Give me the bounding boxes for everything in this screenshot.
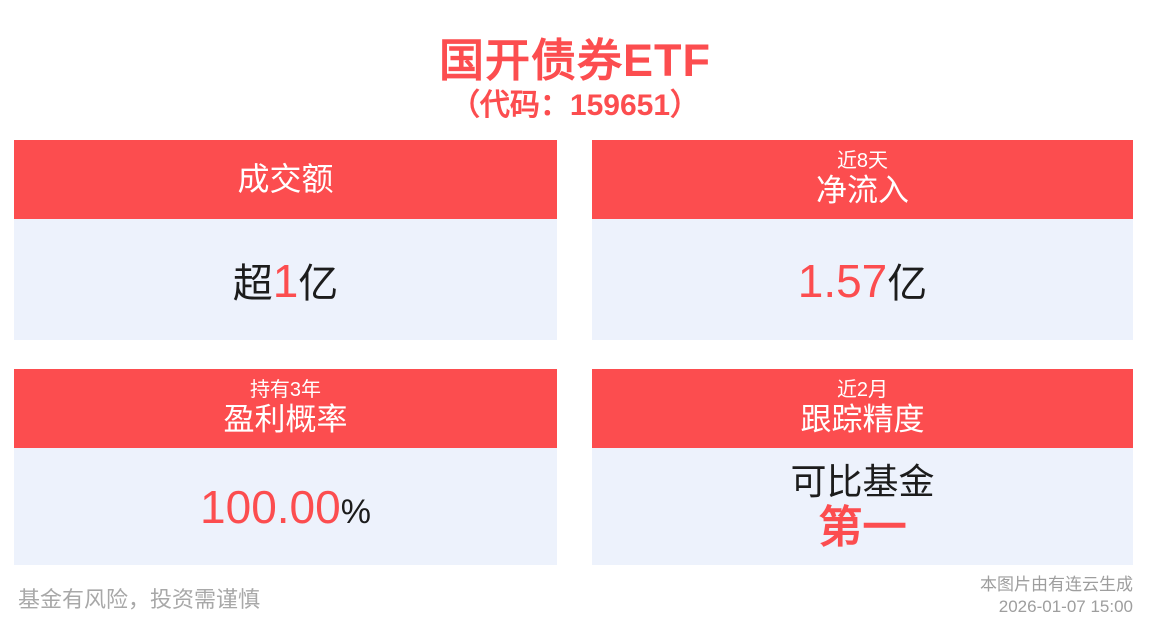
net-inflow-value-unit: 亿 [887,261,928,306]
risk-disclaimer: 基金有风险，投资需谨慎 [18,587,261,612]
card-net-inflow-value: 1.57 亿 [798,251,928,309]
tracking-accuracy-title: 跟踪精度 [800,402,925,438]
stat-cards-grid: 成交额 超 1 亿 近8天 净流入 1.57 亿 持有3年 盈利概率 [14,140,1133,565]
card-tracking-accuracy-header: 近2月 跟踪精度 [592,369,1133,448]
card-turnover-title: 成交额 [237,161,334,198]
tracking-accuracy-value-line2: 第一 [818,502,907,552]
card-net-inflow-header: 近8天 净流入 [592,140,1133,219]
profit-probability-title: 盈利概率 [223,402,348,438]
card-tracking-accuracy-body: 可比基金 第一 [592,448,1133,565]
card-profit-probability-value: 100.00 % [200,480,371,534]
card-turnover: 成交额 超 1 亿 [14,140,557,340]
net-inflow-period-label: 近8天 [836,150,889,173]
turnover-value-number: 1 [272,254,299,307]
card-net-inflow: 近8天 净流入 1.57 亿 [592,140,1133,340]
tracking-accuracy-value-line1: 可比基金 [790,460,935,502]
tracking-accuracy-period-label: 近2月 [836,379,889,402]
card-profit-probability-body: 100.00 % [14,448,557,565]
image-credit: 本图片由有连云生成 2026-01-07 15:00 [980,574,1133,618]
card-turnover-body: 超 1 亿 [14,219,557,340]
profit-probability-value-number: 100.00 [200,480,341,533]
credit-source-line: 本图片由有连云生成 [980,574,1133,594]
card-profit-probability: 持有3年 盈利概率 100.00 % [14,369,557,565]
net-inflow-title: 净流入 [816,173,909,209]
net-inflow-value-number: 1.57 [797,254,888,307]
fund-code-subtitle: （代码：159651） [449,89,701,122]
profit-probability-value-unit: % [340,492,371,531]
card-turnover-value: 超 1 亿 [233,251,339,309]
card-profit-probability-header: 持有3年 盈利概率 [14,369,557,448]
profit-probability-period-label: 持有3年 [249,379,322,402]
page-title: 国开债券ETF [439,35,711,86]
turnover-value-prefix: 超 [232,261,273,306]
credit-timestamp: 2026-01-07 15:00 [998,596,1133,616]
card-turnover-header: 成交额 [14,140,557,219]
turnover-value-unit: 亿 [298,261,339,306]
card-tracking-accuracy: 近2月 跟踪精度 可比基金 第一 [592,369,1133,565]
card-net-inflow-body: 1.57 亿 [592,219,1133,340]
